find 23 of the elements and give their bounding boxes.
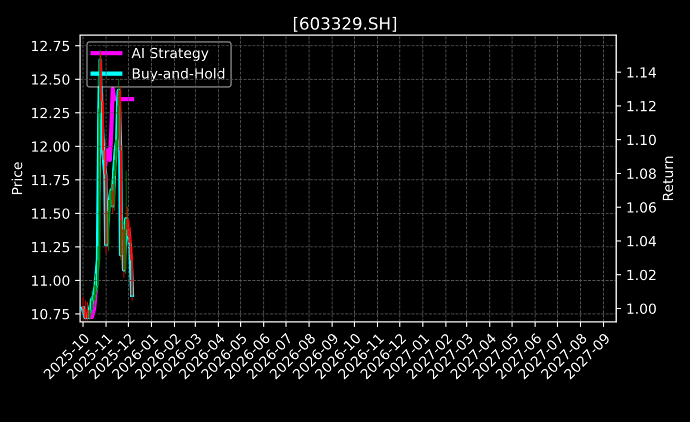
- y-tick-label: 11.50: [32, 208, 70, 219]
- y2-tick-label: 1.02: [627, 270, 656, 280]
- y-tick-label: 11.25: [32, 242, 70, 252]
- y-axis-title: Price: [12, 162, 22, 194]
- y2-tick-label: 1.10: [627, 134, 656, 146]
- y2-tick-label: 1.00: [627, 303, 656, 314]
- y-tick-label: 10.75: [32, 308, 70, 320]
- legend-label: AI Strategy: [132, 48, 209, 61]
- y-tick-label: 12.50: [32, 74, 70, 85]
- y-tick-label: 11.75: [32, 175, 70, 186]
- y-tick-label: 12.25: [32, 108, 70, 118]
- y-tick-label: 11.00: [32, 275, 70, 286]
- chart-title: [603329.SH]: [294, 16, 396, 32]
- candlestick: [86, 301, 88, 322]
- y2-tick-label: 1.14: [627, 67, 656, 78]
- y2-tick-label: 1.06: [627, 202, 656, 213]
- y2-tick-label: 1.04: [627, 236, 656, 246]
- y2-axis-title: Return: [662, 156, 674, 200]
- y2-tick-label: 1.08: [627, 168, 656, 179]
- y2-tick-label: 1.12: [627, 100, 656, 112]
- legend-label: Buy-and-Hold: [132, 68, 224, 82]
- y-tick-label: 12.00: [32, 141, 70, 152]
- y-tick-label: 12.75: [32, 40, 70, 52]
